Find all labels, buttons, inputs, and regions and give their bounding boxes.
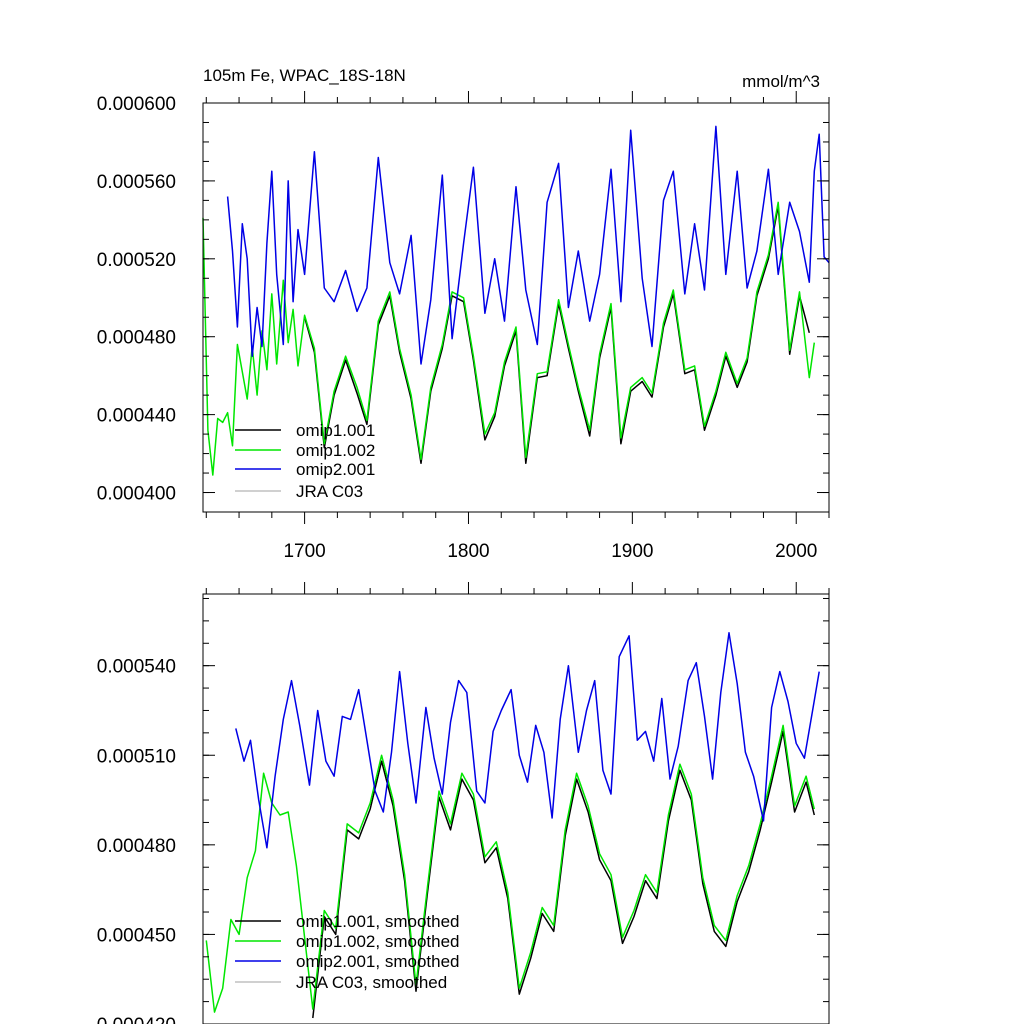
- y-tick-label: 0.000420: [97, 1015, 176, 1024]
- y-tick-label: 0.000480: [97, 328, 176, 349]
- y-tick-label: 0.000400: [97, 484, 176, 505]
- x-tick-label: 2000: [775, 541, 817, 562]
- top-legend: omip1.001 omip1.002 omip2.001 JRA C03: [235, 421, 375, 501]
- plot-frame: [202, 102, 830, 513]
- y-tick-label: 0.000600: [97, 94, 176, 115]
- y-tick-label: 0.000480: [97, 836, 176, 857]
- legend-label-jra-c03-smoothed: JRA C03, smoothed: [296, 973, 447, 992]
- legend-label-omip1-001: omip1.001: [296, 421, 375, 440]
- y-tick-label: 0.000520: [97, 250, 176, 271]
- legend-label-omip1-002: omip1.002: [296, 441, 375, 460]
- y-tick-label: 0.000540: [97, 657, 176, 678]
- series-line-omip2-001-smoothed: [235, 632, 820, 849]
- x-tick-label: 1800: [447, 541, 489, 562]
- top-panel: 105m Fe, WPAC_18S-18N mmol/m^3 0.0004000…: [97, 66, 830, 562]
- legend-label-omip2-001: omip2.001: [296, 460, 375, 479]
- y-tick-label: 0.000510: [97, 746, 176, 767]
- legend-label-jra-c03: JRA C03: [296, 482, 363, 501]
- top-plot-area: 0.000400 0.000440 0.000480 0.000520 0.000560…: [97, 91, 830, 562]
- y-tick-label: 0.000440: [97, 406, 176, 427]
- top-panel-title: 105m Fe, WPAC_18S-18N: [203, 66, 406, 85]
- bottom-legend: omip1.001, smoothed omip1.002, smoothed …: [235, 912, 460, 992]
- legend-label-omip2-001-smoothed: omip2.001, smoothed: [296, 952, 460, 971]
- top-panel-units: mmol/m^3: [742, 72, 820, 91]
- x-tick-label: 1700: [283, 541, 325, 562]
- series-line-omip2-001: [226, 125, 830, 365]
- y-tick-label: 0.000560: [97, 172, 176, 193]
- legend-label-omip1-001-smoothed: omip1.001, smoothed: [296, 912, 460, 931]
- legend-label-omip1-002-smoothed: omip1.002, smoothed: [296, 932, 460, 951]
- y-tick-label: 0.000450: [97, 925, 176, 946]
- series-line-omip1-002-smoothed: [205, 724, 816, 1013]
- x-tick-label: 1900: [611, 541, 653, 562]
